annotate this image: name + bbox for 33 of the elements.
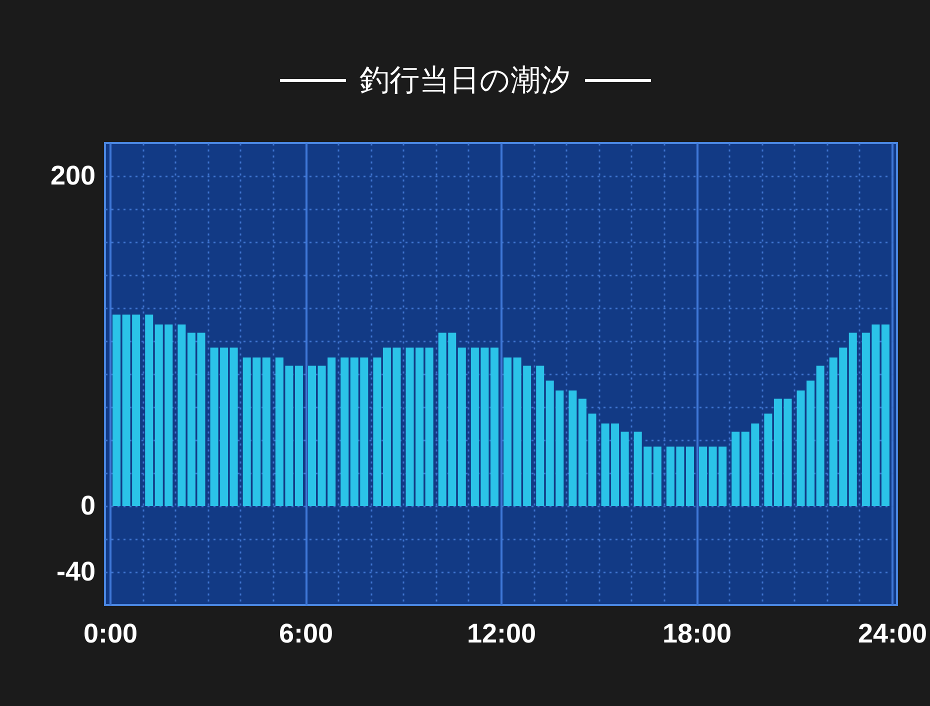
y-tick-label: 0 <box>80 490 96 520</box>
bar <box>881 324 890 506</box>
bar <box>764 414 772 506</box>
bar <box>848 332 857 506</box>
bar <box>373 358 382 506</box>
bar <box>490 348 498 506</box>
bar <box>425 348 434 506</box>
bar <box>230 348 238 506</box>
x-tick-label: 18:00 <box>662 618 732 648</box>
x-tick-label: 6:00 <box>278 618 334 648</box>
bar <box>653 446 662 506</box>
bar <box>620 432 629 506</box>
bar <box>568 390 577 506</box>
chart-title: 釣行当日の潮汐 <box>360 62 570 100</box>
bar <box>816 366 824 506</box>
bar <box>504 358 512 506</box>
bar <box>112 314 121 506</box>
bar <box>686 446 694 506</box>
bar <box>262 358 270 506</box>
bar <box>308 366 316 506</box>
bar <box>536 366 544 506</box>
y-tick-label: 200 <box>50 160 96 190</box>
bar <box>699 446 708 506</box>
x-tick-label: 12:00 <box>466 618 536 648</box>
y-tick-label: -40 <box>56 556 96 586</box>
bar <box>178 324 186 506</box>
x-tick-label: 24:00 <box>858 618 928 648</box>
x-tick-label: 0:00 <box>83 618 138 648</box>
bar <box>340 358 349 506</box>
bar <box>458 348 466 506</box>
bar <box>294 366 303 506</box>
bar <box>732 432 740 506</box>
bar <box>145 314 154 506</box>
